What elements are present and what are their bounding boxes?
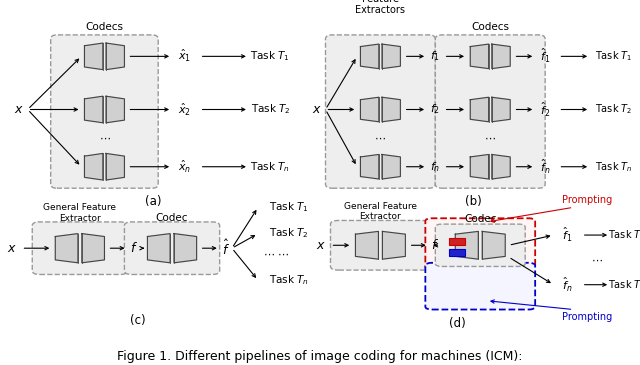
Polygon shape [492, 154, 510, 179]
Text: General Feature
Extractor: General Feature Extractor [344, 202, 417, 221]
Text: Figure 1. Different pipelines of image coding for machines (ICM):: Figure 1. Different pipelines of image c… [117, 350, 523, 363]
Text: Task $T_1$: Task $T_1$ [250, 49, 290, 63]
Text: (b): (b) [465, 195, 482, 208]
Text: $\hat{x}_2$: $\hat{x}_2$ [178, 101, 191, 118]
Text: General Feature
Extractor: General Feature Extractor [44, 203, 116, 223]
Text: $f_1$: $f_1$ [430, 49, 440, 63]
Polygon shape [360, 97, 379, 122]
Text: Task $T_2$: Task $T_2$ [250, 103, 290, 116]
Bar [449, 249, 465, 256]
Text: Task $T_1$: Task $T_1$ [269, 200, 308, 214]
Polygon shape [470, 97, 489, 122]
Text: Task $T_2$: Task $T_2$ [269, 227, 308, 241]
Polygon shape [147, 234, 170, 263]
Polygon shape [106, 153, 124, 180]
Text: Feature
Extractors: Feature Extractors [355, 0, 405, 15]
Text: Task $T_n$: Task $T_n$ [595, 160, 632, 174]
Polygon shape [84, 96, 103, 123]
Text: Prompting: Prompting [562, 312, 612, 322]
Text: Codecs: Codecs [86, 22, 124, 32]
Bar [449, 238, 465, 245]
Text: $\hat{f}_n$: $\hat{f}_n$ [540, 158, 550, 176]
Polygon shape [492, 44, 510, 69]
FancyBboxPatch shape [330, 220, 430, 270]
Text: Codec: Codec [464, 214, 497, 224]
Polygon shape [470, 154, 489, 179]
Polygon shape [84, 43, 103, 70]
Text: $f_2$: $f_2$ [430, 103, 440, 116]
Polygon shape [174, 234, 196, 263]
Text: Codec: Codec [156, 213, 188, 223]
Polygon shape [492, 97, 510, 122]
Text: $f$: $f$ [431, 238, 438, 252]
Text: $x$: $x$ [8, 242, 17, 255]
Text: $x$: $x$ [316, 239, 325, 252]
Polygon shape [382, 154, 401, 179]
Polygon shape [483, 231, 505, 259]
FancyBboxPatch shape [32, 222, 127, 274]
Text: $\hat{f}_n$: $\hat{f}_n$ [561, 276, 572, 294]
Text: $f$: $f$ [130, 241, 138, 255]
Text: (d): (d) [449, 317, 465, 330]
Text: $x$: $x$ [13, 103, 23, 116]
Text: $\hat{f}_2$: $\hat{f}_2$ [540, 100, 550, 119]
Text: (a): (a) [145, 195, 162, 208]
Text: $\cdots$: $\cdots$ [99, 133, 110, 143]
Text: $\hat{f}$: $\hat{f}$ [222, 239, 230, 258]
Text: $\cdots$: $\cdots$ [591, 255, 603, 265]
Polygon shape [383, 231, 405, 259]
Polygon shape [355, 231, 378, 259]
Polygon shape [470, 44, 489, 69]
Polygon shape [360, 44, 379, 69]
Polygon shape [106, 96, 124, 123]
FancyBboxPatch shape [124, 222, 220, 274]
Polygon shape [55, 234, 78, 263]
FancyBboxPatch shape [426, 218, 535, 269]
Text: Task $T_n$: Task $T_n$ [269, 273, 308, 287]
Text: $x$: $x$ [312, 103, 322, 116]
Text: $\cdots$: $\cdots$ [374, 133, 387, 143]
Text: $f_n$: $f_n$ [430, 160, 440, 174]
Text: Task $T_2$: Task $T_2$ [595, 103, 632, 116]
Text: Task $T_1$: Task $T_1$ [608, 228, 640, 242]
Text: $\hat{x}_n$: $\hat{x}_n$ [178, 159, 191, 175]
Text: Codecs: Codecs [471, 22, 509, 32]
Text: Prompting: Prompting [562, 195, 612, 205]
Polygon shape [455, 231, 478, 259]
FancyBboxPatch shape [426, 263, 535, 310]
FancyBboxPatch shape [435, 35, 545, 188]
FancyBboxPatch shape [51, 35, 158, 188]
FancyBboxPatch shape [435, 224, 525, 266]
Text: $\hat{x}_1$: $\hat{x}_1$ [178, 48, 191, 65]
Text: $\cdots\;\cdots$: $\cdots\;\cdots$ [264, 249, 289, 259]
Text: Task $T_n$: Task $T_n$ [250, 160, 291, 174]
FancyBboxPatch shape [326, 35, 435, 188]
Text: (c): (c) [131, 314, 146, 327]
Text: Task $T_n$: Task $T_n$ [608, 278, 640, 292]
Polygon shape [360, 154, 379, 179]
Polygon shape [106, 43, 124, 70]
Text: Task $T_1$: Task $T_1$ [595, 49, 632, 63]
Text: $\hat{f}_1$: $\hat{f}_1$ [562, 226, 572, 244]
Text: $\cdots$: $\cdots$ [484, 133, 496, 143]
Polygon shape [382, 44, 401, 69]
Polygon shape [82, 234, 104, 263]
Text: $\hat{f}_1$: $\hat{f}_1$ [540, 47, 550, 65]
Polygon shape [84, 153, 103, 180]
Polygon shape [382, 97, 401, 122]
